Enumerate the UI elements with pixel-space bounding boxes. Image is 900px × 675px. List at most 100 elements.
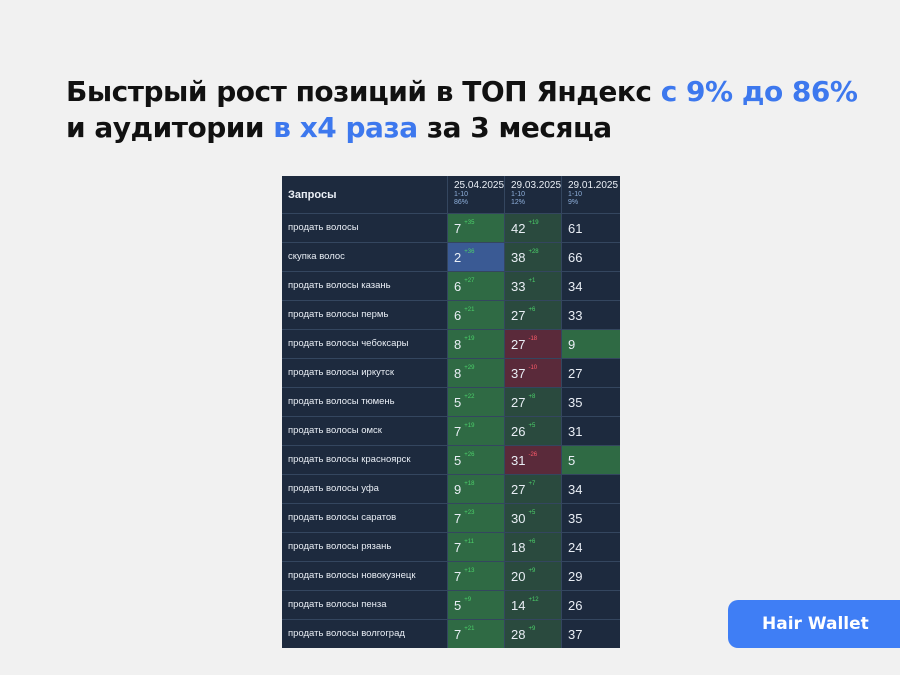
row: продать волосы иркутск 8 +29 37 -10 27 [282,358,620,387]
row: продать волосы 7 +35 42 +19 61 [282,213,620,242]
cell: 61 [562,214,620,242]
delta: +26 [464,452,475,458]
delta: +19 [464,336,475,342]
share: 86% [454,199,469,206]
row: продать волосы красноярск 5 +26 31 -26 5 [282,445,620,474]
query: продать волосы рязань [282,533,448,561]
cell: 9 [562,330,620,358]
position: 7 [454,423,462,439]
cell: 5 +22 [448,388,505,416]
cell: 6 +27 [448,272,505,300]
position: 27 [511,481,526,497]
cell: 5 +9 [448,591,505,619]
header-cell: 29.01.2025 1-10 9% [562,176,620,213]
row: продать волосы казань 6 +27 33 +1 34 [282,271,620,300]
cell: 38 +28 [505,243,562,271]
delta: +12 [528,597,539,603]
position: 33 [568,307,583,323]
query: скупка волос [282,243,448,271]
header-cell: 29.03.2025 1-10 12% [505,176,562,213]
position: 9 [454,481,462,497]
delta: +8 [528,394,536,400]
row: продать волосы уфа 9 +18 27 +7 34 [282,474,620,503]
cell: 34 [562,475,620,503]
position: 27 [511,307,526,323]
row: продать волосы пермь 6 +21 27 +6 33 [282,300,620,329]
cell: 35 [562,504,620,532]
header-row: Запросы 25.04.2025 1-10 86% 29.03.2025 1-10 12… [282,176,620,213]
position: 35 [568,394,583,410]
position: 20 [511,568,526,584]
title-text: за 3 месяца [426,111,612,144]
query: продать волосы пермь [282,301,448,329]
cell: 33 [562,301,620,329]
query: продать волосы пенза [282,591,448,619]
position: 5 [454,597,462,613]
position: 26 [568,597,583,613]
delta: +5 [528,510,536,516]
position: 66 [568,249,583,265]
position: 5 [454,394,462,410]
title-text: Быстрый рост позиций в ТОП Яндекс [66,75,652,108]
position: 9 [568,336,576,352]
cell: 37 -10 [505,359,562,387]
cell: 26 [562,591,620,619]
delta: +13 [464,568,475,574]
cell: 42 +19 [505,214,562,242]
cell: 34 [562,272,620,300]
range: 1-10 [568,191,583,198]
position: 33 [511,278,526,294]
cell: 26 +5 [505,417,562,445]
query: продать волосы красноярск [282,446,448,474]
query: продать волосы уфа [282,475,448,503]
position: 35 [568,510,583,526]
delta: +27 [464,278,475,284]
cell: 5 +26 [448,446,505,474]
title-accent: с 9% до 86% [660,75,858,108]
cell: 29 [562,562,620,590]
brand-button[interactable]: Hair Wallet [728,600,900,648]
position: 38 [511,249,526,265]
position: 7 [454,220,462,236]
date: 29.03.2025 [511,180,562,191]
position: 5 [568,452,576,468]
delta: -26 [528,452,538,458]
row: продать волосы рязань 7 +11 18 +6 24 [282,532,620,561]
position: 37 [568,626,583,642]
share: 9% [568,199,579,206]
cell: 33 +1 [505,272,562,300]
delta: +1 [528,278,536,284]
cell: 18 +6 [505,533,562,561]
delta: +11 [464,539,474,545]
date: 25.04.2025 [454,180,505,191]
position: 5 [454,452,462,468]
position: 28 [511,626,526,642]
position: 6 [454,278,462,294]
row: продать волосы тюмень 5 +22 27 +8 35 [282,387,620,416]
delta: +18 [464,481,475,487]
position: 7 [454,539,462,555]
cell: 27 +7 [505,475,562,503]
cell: 27 +6 [505,301,562,329]
delta: +19 [528,220,539,226]
query: продать волосы волгоград [282,620,448,648]
cell: 7 +21 [448,620,505,648]
share: 12% [511,199,526,206]
header-cell: 25.04.2025 1-10 86% [448,176,505,213]
cell: 27 [562,359,620,387]
delta: -10 [528,365,538,371]
position: 18 [511,539,526,555]
cell: 31 [562,417,620,445]
delta: +6 [528,307,536,313]
cell: 37 [562,620,620,648]
title-accent: в x4 раза [273,111,418,144]
position: 7 [454,626,462,642]
position: 27 [511,336,526,352]
delta: +6 [528,539,536,545]
position: 61 [568,220,583,236]
delta: +19 [464,423,475,429]
row: продать волосы пенза 5 +9 14 +12 26 [282,590,620,619]
position: 29 [568,568,583,584]
delta: +36 [464,249,475,255]
position: 6 [454,307,462,323]
